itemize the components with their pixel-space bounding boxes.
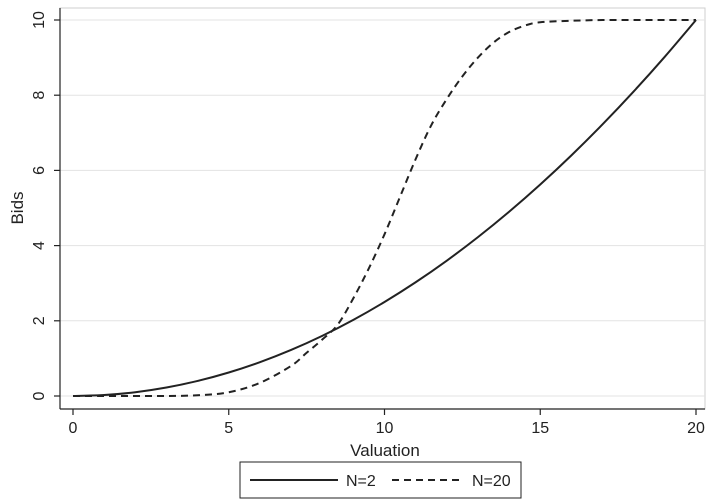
series-line-n20 [72, 18, 696, 398]
y-tick-label: 6 [31, 166, 48, 175]
y-tick-label: 8 [31, 91, 48, 100]
x-tick-label: 20 [687, 420, 705, 437]
x-axis-title: Valuation [350, 441, 420, 460]
legend-label-n20: N=20 [472, 473, 511, 490]
series-layer [72, 18, 697, 398]
x-tick-label: 10 [376, 420, 394, 437]
tick-labels: 0 5 10 15 20 0 2 4 6 8 10 [31, 11, 705, 437]
x-tick-label: 0 [69, 420, 78, 437]
x-tick-label: 15 [531, 420, 549, 437]
legend: N=2 N=20 [239, 461, 522, 499]
axes [54, 8, 705, 415]
plot-area [59, 7, 706, 410]
y-tick-label: 0 [31, 391, 48, 400]
y-axis-title: Bids [8, 191, 27, 224]
series-line-n2 [72, 19, 697, 397]
gridlines [60, 19, 705, 397]
y-tick-label: 4 [31, 241, 48, 250]
y-tick-label: 2 [31, 316, 48, 325]
legend-label-n2: N=2 [346, 473, 376, 490]
y-tick-label: 10 [31, 11, 48, 29]
x-tick-label: 5 [224, 420, 233, 437]
